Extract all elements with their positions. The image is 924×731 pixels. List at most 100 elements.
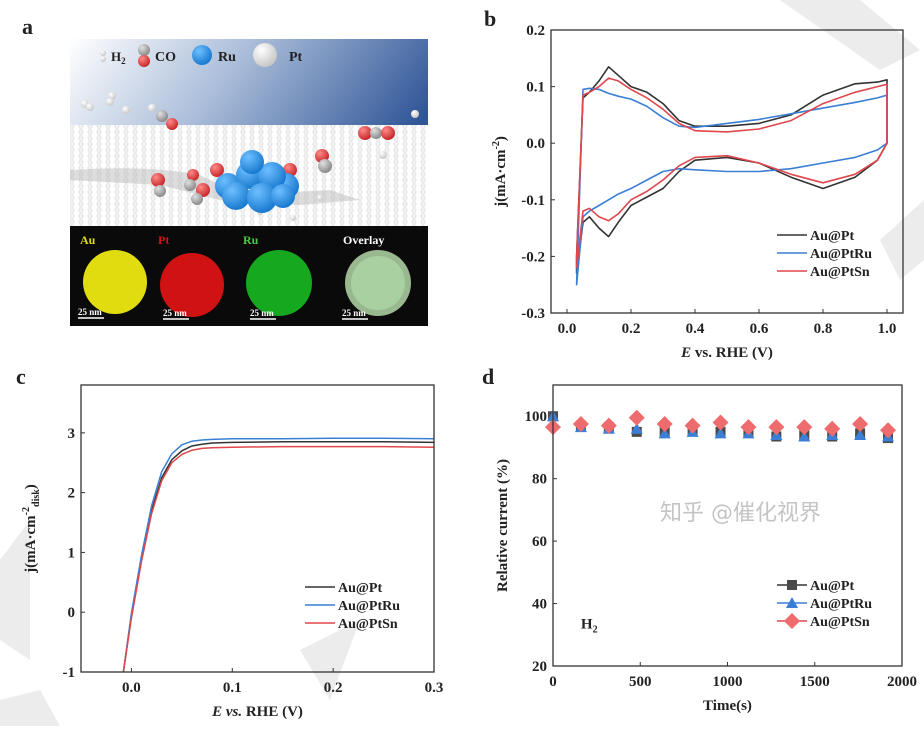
legend-marker-au-pt [787, 580, 797, 590]
legend-label-au-ptsn: Au@PtSn [810, 615, 870, 630]
eds-map-au: Au 25 nm [78, 233, 147, 319]
series-line-au-pt [122, 441, 434, 672]
co-molecule [210, 163, 224, 177]
h-atom [379, 151, 387, 159]
h2-icon-atom [100, 56, 106, 62]
legend-label-au-pt: Au@Pt [338, 581, 382, 596]
x-tick-label: 1000 [713, 674, 743, 690]
legend-label-au-ptru: Au@PtRu [810, 597, 872, 612]
y-tick-label: 2 [68, 486, 76, 502]
data-point-au-ptsn [740, 419, 757, 436]
floating-molecules [81, 92, 419, 221]
x-tick-label: 2000 [887, 674, 917, 690]
annotation-sub: 2 [593, 625, 598, 636]
x-tick-label: 0.0 [122, 680, 141, 696]
x-axis-label-var: E [680, 345, 691, 361]
legend-pt: Pt [289, 50, 303, 65]
y-axis-label-text: j(mA·cm [23, 515, 39, 574]
annotation-text: H [581, 617, 593, 633]
data-point-au-ptru [798, 430, 811, 442]
y-tick-label: 60 [532, 534, 547, 550]
scale-bar-label: 25 nm [163, 308, 187, 318]
y-axis-label: j(mA·cm-2) [491, 136, 509, 208]
co-carbon-icon [138, 44, 150, 56]
co-molecule [156, 110, 168, 122]
y-tick-label: 80 [532, 472, 547, 488]
plot-frame [552, 384, 903, 667]
legend-h2-text: H [111, 49, 121, 64]
eds-label-ru: Ru [243, 233, 259, 247]
x-tick-label: 0.0 [558, 321, 577, 337]
y-tick-label: 0.0 [526, 136, 545, 152]
co-molecule [166, 118, 178, 130]
y-axis-label-sup: -2 [21, 507, 32, 515]
y-tick-label: 1 [68, 545, 76, 561]
series-line-au-ptru [122, 437, 434, 672]
y-tick-label: -0.2 [521, 249, 545, 265]
legend-marker-au-ptsn [784, 613, 800, 629]
x-tick-label: 1500 [800, 674, 830, 690]
panel-label-a: a [22, 14, 33, 39]
h2-molecule [148, 104, 156, 112]
y-tick-label: -0.3 [521, 306, 545, 322]
x-axis-label: Time(s) [703, 698, 752, 714]
co-molecule [196, 183, 210, 197]
data-point-au-ptsn [572, 416, 589, 433]
co2-molecule [381, 126, 395, 140]
co-molecule [154, 185, 166, 197]
legend-marker-au-ptru [786, 597, 798, 608]
co2-molecule [370, 127, 382, 139]
legend-h2: H2 [111, 49, 126, 66]
ru-cluster [215, 150, 299, 213]
y-tick-label: 40 [532, 597, 547, 613]
chart-c-lsv: 0.0 0.1 0.2 0.3 -1 0 1 2 3 Au@Pt Au@PtRu Au@PtSn E v… [21, 384, 443, 720]
h2-molecule [122, 106, 130, 114]
eds-map-ru: Ru 25 nm [243, 233, 312, 320]
co-molecule [191, 193, 203, 205]
y-axis-label-text: Relative current (%) [495, 459, 511, 592]
x-tick-label: 0.8 [814, 321, 833, 337]
ru-atom-icon [192, 45, 212, 65]
data-point-au-ptru [630, 422, 643, 434]
legend-label-au-ptsn: Au@PtSn [338, 617, 398, 632]
legend-co: CO [155, 50, 176, 65]
x-tick-label: 0.4 [686, 321, 705, 337]
h-atom [411, 110, 419, 118]
y-axis-label-text: j(mA·cm [493, 149, 509, 208]
y-axis-label-sup: -2 [491, 141, 502, 149]
y-tick-label: -0.1 [521, 193, 545, 209]
x-tick-label: 0.1 [223, 680, 242, 696]
data-point-au-ptru [854, 428, 867, 440]
watermark-text: 知乎 @催化视界 [660, 501, 821, 526]
x-axis-label-text: Time(s) [703, 698, 752, 714]
co-molecule [184, 179, 196, 191]
co-oxygen-icon [138, 55, 150, 67]
y-tick-label: 100 [525, 409, 548, 425]
x-tick-label: 0.2 [622, 321, 641, 337]
series-line-au-ptsn [575, 77, 888, 269]
x-tick-label: 0.6 [750, 321, 769, 337]
x-tick-label: 500 [629, 674, 652, 690]
y-tick-label: 0.2 [526, 23, 545, 39]
data-point-au-ptsn [768, 419, 785, 436]
y-axis-label-close: ) [23, 484, 39, 489]
y-tick-label: 0 [68, 605, 76, 621]
panel-label-b: b [484, 6, 496, 31]
x-axis-label: E vs. RHE (V) [680, 345, 773, 361]
data-point-au-ptsn [852, 416, 869, 433]
data-point-au-ptsn [824, 420, 841, 437]
h2-icon [100, 50, 106, 56]
x-tick-label: 1.0 [878, 321, 897, 337]
y-axis-label-sub: disk [31, 489, 42, 507]
pt-atom-icon [253, 43, 277, 67]
chart-b-cv: 0.0 0.2 0.4 0.6 0.8 1.0 -0.3 -0.2 -0.1 0.0 0.1 0.2 A… [491, 23, 904, 361]
x-tick-label: 0 [549, 674, 557, 690]
x-axis-label-vs: vs. [222, 704, 242, 720]
legend-ru: Ru [218, 50, 236, 65]
series-line-au-ptsn [122, 445, 434, 672]
y-tick-label: 0.1 [526, 80, 545, 96]
eds-label-pt: Pt [158, 233, 169, 247]
chart-d-stability: 0 500 1000 1500 2000 20 40 60 80 100 Au@Pt Au@PtRu A… [495, 384, 917, 714]
